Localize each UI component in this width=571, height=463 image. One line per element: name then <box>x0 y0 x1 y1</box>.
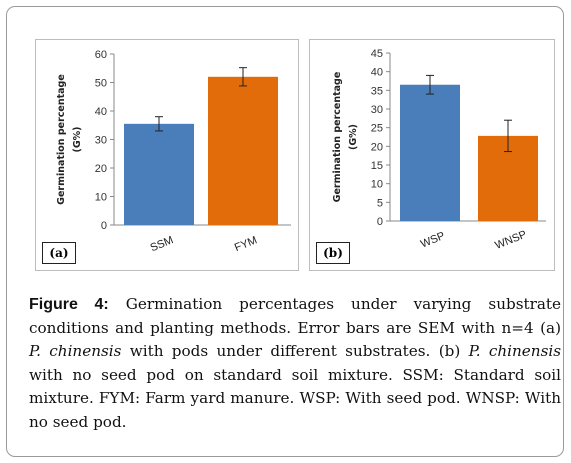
y-tick-label: 25 <box>371 123 383 135</box>
caption-species-1: P. chinensis <box>29 342 122 360</box>
y-tick-label: 60 <box>95 49 107 61</box>
y-tick-label: 20 <box>95 163 107 175</box>
caption-label: Figure 4: <box>29 296 109 313</box>
y-tick-label: 0 <box>101 220 107 232</box>
caption-species-2: P. chinensis <box>468 342 562 360</box>
y-axis-label: Germination percentage <box>332 72 343 203</box>
figure-frame: Germination percentage (G%) 0 10 20 30 40 50 60 S… <box>6 6 564 457</box>
y-tick-label: 0 <box>377 216 383 228</box>
chart-panel-a: Germination percentage (G%) 0 10 20 30 40 50 60 S… <box>35 39 299 271</box>
x-category-label: WSP <box>419 230 447 251</box>
x-category-label: SSM <box>149 234 176 254</box>
chart-b-svg: Germination percentage (G%) 0 5 10 15 20 25 30 35… <box>332 48 546 252</box>
y-axis-label-unit: (G%) <box>348 124 359 150</box>
y-tick-label: 10 <box>371 179 383 191</box>
y-tick-label: 50 <box>95 78 107 90</box>
bar-ssm <box>124 123 194 225</box>
y-axis-label-unit: (G%) <box>72 127 83 153</box>
x-category-label: WNSP <box>493 228 528 251</box>
y-tick-label: 15 <box>371 160 383 172</box>
caption-text-2: with pods under different substrates. (b… <box>121 342 469 360</box>
y-tick-label: 30 <box>371 104 383 116</box>
panel-label-a: (a) <box>42 242 76 264</box>
bar-fym <box>208 76 278 225</box>
y-tick-label: 40 <box>371 67 383 79</box>
panel-label-b: (b) <box>316 242 350 264</box>
chart-a-svg: Germination percentage (G%) 0 10 20 30 40 50 60 S… <box>56 49 291 254</box>
y-tick-label: 40 <box>95 106 107 118</box>
y-tick-label: 30 <box>95 135 107 147</box>
y-tick-label: 5 <box>377 197 383 209</box>
y-tick-label: 35 <box>371 85 383 97</box>
caption-text-1: Germination percentages under varying su… <box>29 295 562 337</box>
caption-text-3: with no seed pod on standard soil mixtur… <box>29 365 561 431</box>
y-tick-label: 10 <box>95 192 107 204</box>
figure-caption: Figure 4: Germination percentages under … <box>29 293 561 434</box>
chart-panel-b: Germination percentage (G%) 0 5 10 15 20 25 30 35… <box>309 39 555 271</box>
y-tick-label: 45 <box>371 48 383 60</box>
y-tick-label: 20 <box>371 141 383 153</box>
y-axis-label: Germination percentage <box>56 74 67 205</box>
x-category-label: FYM <box>233 234 259 254</box>
bar-wsp <box>400 84 460 221</box>
